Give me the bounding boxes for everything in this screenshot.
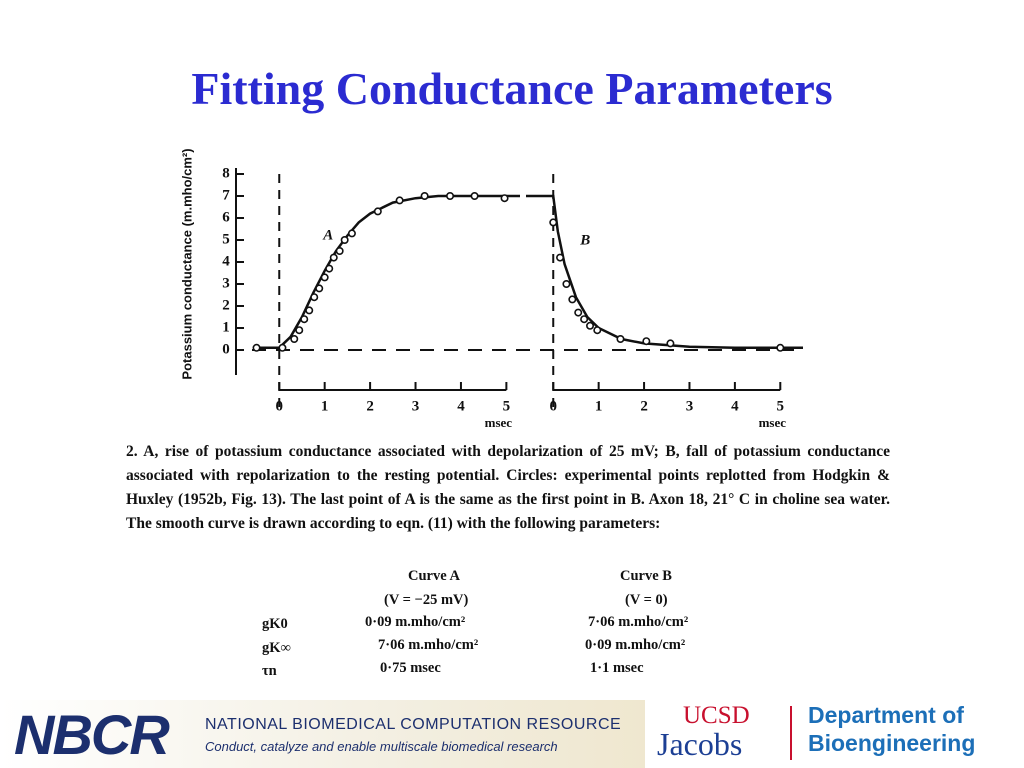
y-tick-label: 1 (222, 319, 230, 335)
data-point (666, 339, 675, 348)
fit-curve (256, 194, 520, 350)
data-point (616, 334, 625, 343)
row-label: gK0 (262, 616, 288, 632)
data-point (315, 284, 324, 293)
data-point (562, 279, 571, 288)
curve-label: B (579, 232, 590, 248)
data-point (470, 192, 479, 201)
y-tick-label: 5 (222, 231, 230, 247)
y-axis-label: Potassium conductance (m.mho/cm²) (179, 148, 194, 379)
column-subheader: (V = −25 mV) (384, 592, 469, 608)
y-tick-label: 8 (222, 165, 230, 181)
data-point (446, 192, 455, 201)
x-tick-label: 1 (595, 398, 603, 414)
row-label: gK∞ (262, 640, 291, 656)
cell: 1·1 msec (590, 660, 644, 676)
column-subheader: (V = 0) (625, 592, 668, 608)
y-tick-label: 4 (222, 253, 230, 269)
x-tick-label: 5 (503, 398, 511, 414)
y-tick-label: 6 (222, 209, 230, 225)
slide-title: Fitting Conductance Parameters (191, 63, 833, 114)
x-axis-label: msec (759, 415, 787, 430)
fit-curve (526, 194, 803, 350)
data-point (325, 264, 334, 273)
data-point (556, 253, 565, 262)
curve-label: A (322, 227, 333, 243)
column-header: Curve A (408, 568, 460, 584)
data-point (642, 337, 651, 346)
x-tick-label: 1 (321, 398, 329, 414)
data-point (300, 315, 309, 324)
data-point (549, 218, 558, 227)
x-tick-label: 4 (731, 398, 739, 414)
separator (790, 706, 792, 760)
nbcr-logo: NBCR (14, 703, 170, 766)
data-point (310, 293, 319, 302)
data-point (373, 207, 382, 216)
ucsd-logo: UCSD (683, 702, 750, 729)
data-point (340, 236, 349, 245)
y-tick-label: 3 (222, 275, 230, 291)
column-header: Curve B (620, 568, 672, 584)
data-point (305, 306, 314, 315)
data-point (776, 343, 785, 352)
nbcr-tagline: Conduct, catalyze and enable multiscale … (205, 739, 558, 754)
cell: 0·09 m.mho/cm² (365, 614, 466, 630)
cell: 7·06 m.mho/cm² (378, 637, 479, 653)
data-point (320, 273, 329, 282)
data-point (347, 229, 356, 238)
department: Department of (808, 702, 964, 728)
data-point (586, 321, 595, 330)
data-point (252, 343, 261, 352)
data-point (335, 247, 344, 256)
data-point (580, 315, 589, 324)
nbcr-name: NATIONAL BIOMEDICAL COMPUTATION RESOURCE (205, 716, 622, 733)
data-point (295, 326, 304, 335)
nbcr-banner: NBCR NATIONAL BIOMEDICAL COMPUTATION RES… (0, 700, 645, 768)
data-point (395, 196, 404, 205)
y-tick-label: 7 (222, 187, 230, 203)
x-tick-label: 5 (777, 398, 785, 414)
figure-caption: 2. A, rise of potassium conductance asso… (126, 443, 890, 532)
data-point (278, 343, 287, 352)
x-axis-label: msec (485, 415, 513, 430)
data-point (593, 326, 602, 335)
x-tick-label: 2 (366, 398, 374, 414)
cell: 0·09 m.mho/cm² (585, 637, 686, 653)
x-tick-label: 2 (640, 398, 648, 414)
data-point (420, 192, 429, 201)
x-tick-label: 3 (686, 398, 694, 414)
data-point (500, 194, 509, 203)
data-point (290, 334, 299, 343)
data-point (574, 308, 583, 317)
y-tick-label: 2 (222, 297, 230, 313)
y-tick-label: 0 (222, 341, 230, 357)
row-label: τn (262, 663, 277, 679)
x-tick-label: 0 (549, 398, 557, 414)
x-tick-label: 0 (276, 398, 284, 414)
jacobs-logo: Jacobs (657, 726, 743, 762)
data-point (329, 253, 338, 262)
cell: 0·75 msec (380, 660, 441, 676)
department: Bioengineering (808, 730, 976, 756)
data-point (568, 295, 577, 304)
footer: NBCR NATIONAL BIOMEDICAL COMPUTATION RES… (0, 700, 1024, 768)
x-tick-label: 3 (412, 398, 420, 414)
x-tick-label: 4 (457, 398, 465, 414)
cell: 7·06 m.mho/cm² (588, 614, 689, 630)
